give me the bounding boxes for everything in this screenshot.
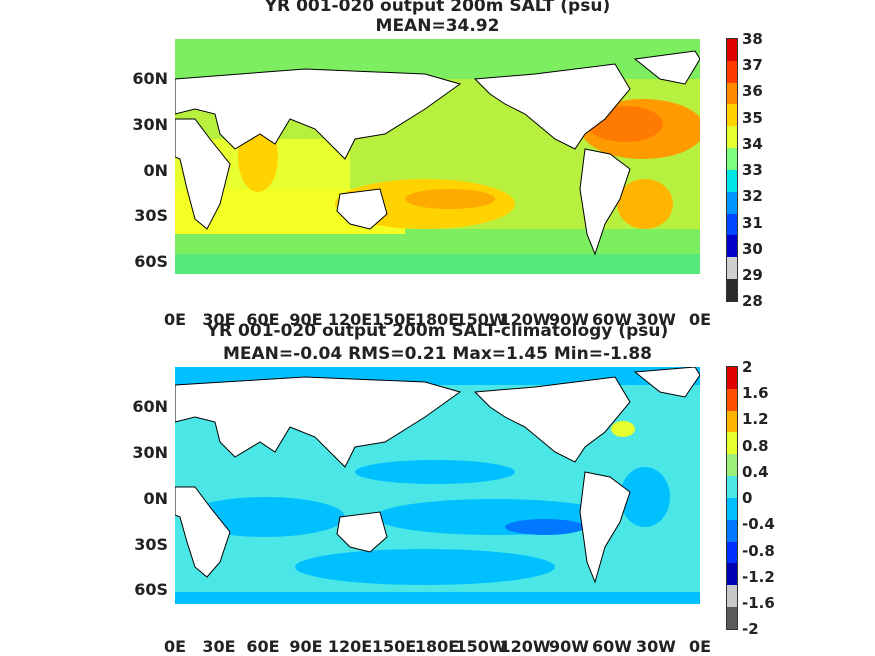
panel2-colorbar [726,366,738,630]
panel1-ylabel: 60S [134,252,168,271]
colorbar-segment [727,191,737,214]
panel2-colorbar-label: -0.4 [742,515,775,533]
panel1-colorbar-label: 38 [742,30,763,48]
panel1-ylabel: 30S [134,206,168,225]
panel1-colorbar-label: 30 [742,240,763,258]
colorbar-segment [727,148,737,170]
panel1-colorbar-label: 36 [742,82,763,100]
colorbar-segment [727,257,737,280]
panel1-map [175,39,700,301]
panel1-ylabel: 0N [143,161,168,180]
panel2-xlabel: 30W [636,637,676,656]
panel2-xlabel: 90W [549,637,589,656]
colorbar-segment [727,60,737,83]
panel2-ylabel: 30S [134,535,168,554]
colorbar-segment [727,279,737,301]
panel2-xlabel: 120W [499,637,551,656]
colorbar-segment [727,454,737,477]
panel1-colorbar-label: 31 [742,214,763,232]
panel2-xlabel: 120E [327,637,373,656]
panel2-title: YR 001-020 output 200m SALT-climatology … [206,321,669,341]
panel2-xlabel: 0E [163,637,187,656]
colorbar-segment [727,104,737,127]
panel2-colorbar-label: -2 [742,620,759,638]
panel2-colorbar-label: 0 [742,489,753,507]
colorbar-segment [727,607,737,629]
colorbar-segment [727,367,737,389]
panel1-title: YR 001-020 output 200m SALT (psu) [264,0,611,16]
panel2-map [175,367,700,629]
colorbar-segment [727,541,737,564]
panel1-colorbar-label: 33 [742,161,763,179]
colorbar-segment [727,82,737,105]
panel1-xlabel: 0E [688,310,712,329]
panel1-xlabel: 90E [289,310,323,329]
panel1-colorbar [726,38,738,302]
panel1-xlabel: 60W [592,310,632,329]
panel1-colorbar-label: 32 [742,187,763,205]
panel2-xlabel: 150E [371,637,417,656]
panel1-ylabel: 60N [132,69,168,88]
colorbar-segment [727,476,737,498]
panel1-colorbar-label: 28 [742,292,763,310]
panel2-ylabel: 60S [134,580,168,599]
colorbar-segment [727,235,737,258]
colorbar-segment [727,39,737,61]
panel1-xlabel: 60E [246,310,280,329]
panel2-xlabel: 30E [202,637,236,656]
panel2-colorbar-label: -1.2 [742,568,775,586]
panel2-xlabel: 60W [592,637,632,656]
colorbar-segment [727,432,737,455]
colorbar-segment [727,563,737,586]
panel2-colorbar-label: 0.8 [742,437,769,455]
colorbar-segment [727,585,737,608]
panel1-xlabel: 0E [163,310,187,329]
panel2-colorbar-label: 1.6 [742,384,769,402]
panel1-xlabel: 90W [549,310,589,329]
colorbar-segment [727,126,737,149]
panel1-xlabel: 120E [327,310,373,329]
panel1-colorbar-label: 35 [742,109,763,127]
panel2-xlabel: 60E [246,637,280,656]
panel2-ylabel: 30N [132,443,168,462]
colorbar-segment [727,388,737,411]
panel2-xlabel: 150W [455,637,507,656]
colorbar-segment [727,497,737,520]
colorbar-segment [727,213,737,236]
colorbar-segment [727,519,737,542]
panel2-subtitle: MEAN=-0.04 RMS=0.21 Max=1.45 Min=-1.88 [223,344,652,364]
panel1-xlabel: 30E [202,310,236,329]
panel1-colorbar-label: 29 [742,266,763,284]
panel2-map-svg [175,367,700,629]
panel1-map-svg [175,39,700,301]
panel2-colorbar-label: 0.4 [742,463,769,481]
panel1-colorbar-label: 34 [742,135,763,153]
panel1-xlabel: 150W [455,310,507,329]
colorbar-segment [727,410,737,433]
panel2-colorbar-label: 1.2 [742,410,769,428]
colorbar-segment [727,169,737,192]
panel1-xlabel: 150E [371,310,417,329]
panel1-colorbar-label: 37 [742,56,763,74]
panel2-ylabel: 0N [143,489,168,508]
panel2-xlabel: 0E [688,637,712,656]
panel1-xlabel: 180E [414,310,460,329]
panel2-xlabel: 180E [414,637,460,656]
panel1-subtitle: MEAN=34.92 [375,16,500,36]
panel2-xlabel: 90E [289,637,323,656]
panel1-xlabel: 30W [636,310,676,329]
panel2-colorbar-label: -0.8 [742,542,775,560]
panel2-colorbar-label: 2 [742,358,753,376]
panel2-ylabel: 60N [132,397,168,416]
panel1-ylabel: 30N [132,115,168,134]
panel1-xlabel: 120W [499,310,551,329]
panel2-colorbar-label: -1.6 [742,594,775,612]
